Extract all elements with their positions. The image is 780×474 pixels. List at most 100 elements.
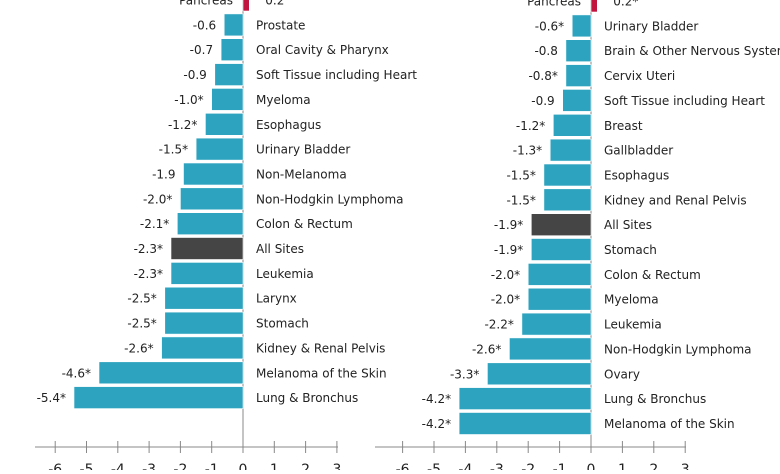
x-tick-label: -5 xyxy=(80,462,94,470)
bar-myeloma xyxy=(211,88,244,111)
x-tick-label: 1 xyxy=(270,462,279,470)
value-label: 0.2* xyxy=(613,0,638,9)
chart-panel-2: 0.2* Pancreas -0.6* Urinary Bladder -0.8 Brai… xyxy=(375,0,780,474)
category-label: Soft Tissue including Heart xyxy=(256,68,417,82)
value-label: -0.9 xyxy=(531,94,554,108)
x-tick-label: 3 xyxy=(681,462,690,470)
bar-colon-rectum xyxy=(527,263,592,286)
category-label: Oral Cavity & Pharynx xyxy=(256,43,389,57)
value-label: -2.0* xyxy=(491,268,520,282)
bar-kidney-and-renal-pelvis xyxy=(543,188,592,212)
value-label: -0.7 xyxy=(190,43,213,57)
value-label: -1.9* xyxy=(494,243,523,257)
category-label: Stomach xyxy=(604,243,657,257)
bar-lung-bronchus xyxy=(73,386,244,409)
bar-soft-tissue-including-heart xyxy=(562,89,592,112)
bar-melanoma-of-the-skin xyxy=(98,361,244,385)
category-label: Non-Hodgkin Lymphoma xyxy=(256,192,404,206)
value-label: -4.6* xyxy=(62,366,91,380)
bar-non-hodgkin-lymphoma xyxy=(180,187,244,211)
value-label: -2.6* xyxy=(124,341,153,355)
value-label: -2.3* xyxy=(134,267,163,281)
value-label: -2.0* xyxy=(491,293,520,307)
value-label: -2.6* xyxy=(472,342,501,356)
value-label: -1.3* xyxy=(513,144,542,158)
x-tick-label: -3 xyxy=(490,462,504,470)
category-label: Esophagus xyxy=(256,118,321,132)
x-tick-label: -2 xyxy=(521,462,535,470)
bar-larynx xyxy=(164,286,244,310)
bar-urinary-bladder xyxy=(571,14,592,38)
value-label: -2.0* xyxy=(143,192,172,206)
category-label: All Sites xyxy=(256,242,304,256)
category-label: Colon & Rectum xyxy=(256,217,353,231)
x-tick-label: -4 xyxy=(458,462,472,470)
category-label: Melanoma of the Skin xyxy=(256,366,387,380)
x-tick-label: -1 xyxy=(205,462,219,470)
value-label: -0.6* xyxy=(535,19,564,33)
category-label: Urinary Bladder xyxy=(604,19,698,33)
bar-melanoma-of-the-skin xyxy=(458,412,592,435)
bar-leukemia xyxy=(521,312,592,336)
value-label: -0.9 xyxy=(183,68,206,82)
category-label: Kidney & Renal Pelvis xyxy=(256,341,385,355)
value-label: -1.5* xyxy=(506,169,535,183)
value-label: -2.5* xyxy=(127,317,156,331)
value-label: -4.2* xyxy=(422,392,451,406)
value-label: -1.2* xyxy=(168,118,197,132)
x-tick-label: 2 xyxy=(301,462,310,470)
category-label: Brain & Other Nervous System xyxy=(604,44,780,58)
value-label: -0.8* xyxy=(528,69,557,83)
bar-myeloma xyxy=(527,287,592,311)
value-label: -1.2* xyxy=(516,119,545,133)
x-tick-label: -6 xyxy=(396,462,410,470)
category-label: Non-Melanoma xyxy=(256,168,347,182)
value-label: -3.3* xyxy=(450,367,479,381)
category-label: Ovary xyxy=(604,367,640,381)
bar-soft-tissue-including-heart xyxy=(214,63,244,86)
category-label: Stomach xyxy=(256,317,309,331)
bar-gallbladder xyxy=(549,138,592,162)
chart-panel-1: 0.2 Pancreas -0.6 Prostate -0.7 Oral Cavity &… xyxy=(35,0,417,474)
bar-esophagus xyxy=(543,163,592,187)
bar-kidney-renal-pelvis xyxy=(161,336,244,360)
category-label: Pancreas xyxy=(179,0,233,8)
category-label: Larynx xyxy=(256,292,297,306)
category-label: Kidney and Renal Pelvis xyxy=(604,193,747,207)
category-label: Soft Tissue including Heart xyxy=(604,94,765,108)
bar-esophagus xyxy=(205,113,244,136)
category-label: Breast xyxy=(604,119,643,133)
value-label: -0.8 xyxy=(534,44,557,58)
value-label: -1.9* xyxy=(494,218,523,232)
value-label: -2.3* xyxy=(134,242,163,256)
x-tick-label: -5 xyxy=(427,462,441,470)
category-label: Leukemia xyxy=(604,318,662,332)
bar-non-hodgkin-lymphoma xyxy=(509,337,592,361)
value-label: -1.5* xyxy=(159,143,188,157)
bar-stomach xyxy=(530,238,592,261)
x-tick-label: -4 xyxy=(111,462,125,470)
x-tick-label: -3 xyxy=(142,462,156,470)
category-label: All Sites xyxy=(604,218,652,232)
x-tick-label: 0 xyxy=(587,462,596,470)
bar-oral-cavity-pharynx xyxy=(220,38,244,62)
bar-all-sites xyxy=(530,213,592,236)
value-label: -1.5* xyxy=(506,193,535,207)
x-tick-label: -2 xyxy=(173,462,187,470)
category-label: Lung & Bronchus xyxy=(256,391,358,405)
category-label: Urinary Bladder xyxy=(256,143,350,157)
category-label: Pancreas xyxy=(527,0,581,9)
bar-urinary-bladder xyxy=(195,137,244,161)
value-label: -4.2* xyxy=(422,417,451,431)
category-label: Prostate xyxy=(256,18,305,32)
value-label: 0.2 xyxy=(265,0,284,8)
category-label: Melanoma of the Skin xyxy=(604,417,735,431)
x-tick-label: 1 xyxy=(618,462,627,470)
value-label: -5.4* xyxy=(37,391,66,405)
bar-non-melanoma xyxy=(183,162,244,186)
category-label: Lung & Bronchus xyxy=(604,392,706,406)
value-label: -1.0* xyxy=(174,93,203,107)
category-label: Myeloma xyxy=(256,93,311,107)
